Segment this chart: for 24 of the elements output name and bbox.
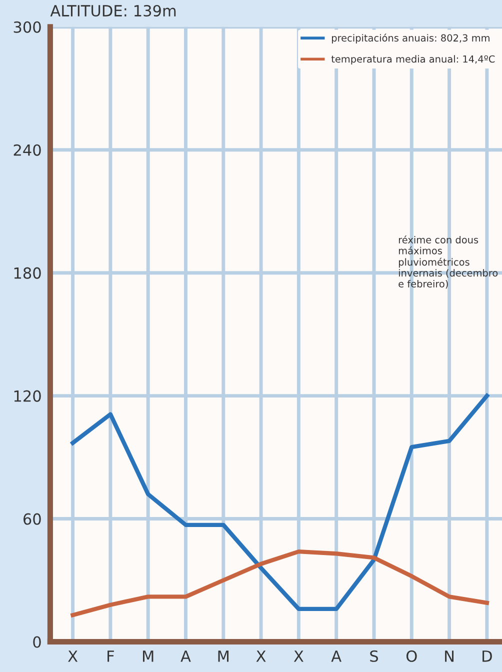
y-tick-label: 300 xyxy=(14,21,41,33)
annotation: réxime con dous máximos pluviométricos invernais (decembro e febreiro) xyxy=(398,236,498,289)
line-series xyxy=(70,549,490,618)
line-series xyxy=(70,394,490,612)
x-tick-label: X xyxy=(294,650,304,662)
x-tick-label: X xyxy=(68,650,78,662)
x-tick-label: M xyxy=(143,650,154,662)
y-tick-label: 60 xyxy=(23,513,41,525)
y-tick-label: 120 xyxy=(14,390,41,402)
x-tick-label: M xyxy=(218,650,228,662)
x-tick-label: O xyxy=(406,650,417,662)
x-tick-label: A xyxy=(331,650,342,662)
y-tick-label: 240 xyxy=(14,144,41,156)
chart-title: ALTITUDE: 139m xyxy=(50,4,176,17)
x-tick-label: S xyxy=(370,650,378,662)
y-tick-label: 180 xyxy=(14,267,41,279)
x-tick-label: F xyxy=(108,650,114,662)
x-tick-label: N xyxy=(445,650,454,662)
x-tick-label: D xyxy=(482,650,492,662)
x-tick-label: A xyxy=(180,650,191,662)
legend-label: precipitacións anuais: 802,3 mm xyxy=(332,34,490,44)
y-tick-label: 0 xyxy=(33,636,41,648)
x-tick-label: X xyxy=(256,650,266,662)
legend-label: temperatura media anual: 14,4ºC xyxy=(331,55,495,65)
